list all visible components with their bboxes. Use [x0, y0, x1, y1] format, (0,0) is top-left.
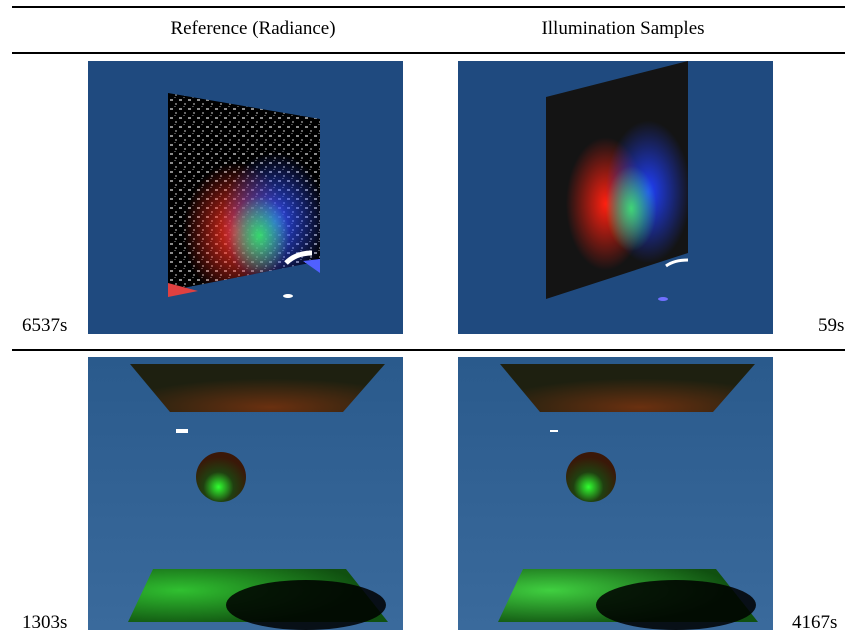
header-rule [12, 52, 845, 54]
time-label-row2-right: 4167s [792, 612, 838, 633]
reference-render-scene1-image [88, 61, 403, 334]
header-illumination: Illumination Samples [541, 18, 705, 39]
row-divider-rule [12, 349, 845, 351]
illumination-render-scene2 [458, 357, 773, 630]
top-rule [12, 6, 845, 8]
header-reference: Reference (Radiance) [170, 18, 336, 39]
illumination-render-scene1-image [458, 61, 773, 334]
time-label-row1-left: 6537s [22, 315, 68, 336]
reference-render-scene1 [88, 61, 403, 334]
time-label-row2-left: 1303s [22, 612, 68, 633]
illumination-render-scene1 [458, 61, 773, 334]
reference-render-scene2-image [88, 357, 403, 630]
reference-render-scene2 [88, 357, 403, 630]
illumination-render-scene2-image [458, 357, 773, 630]
time-label-row1-right: 59s [818, 315, 845, 336]
